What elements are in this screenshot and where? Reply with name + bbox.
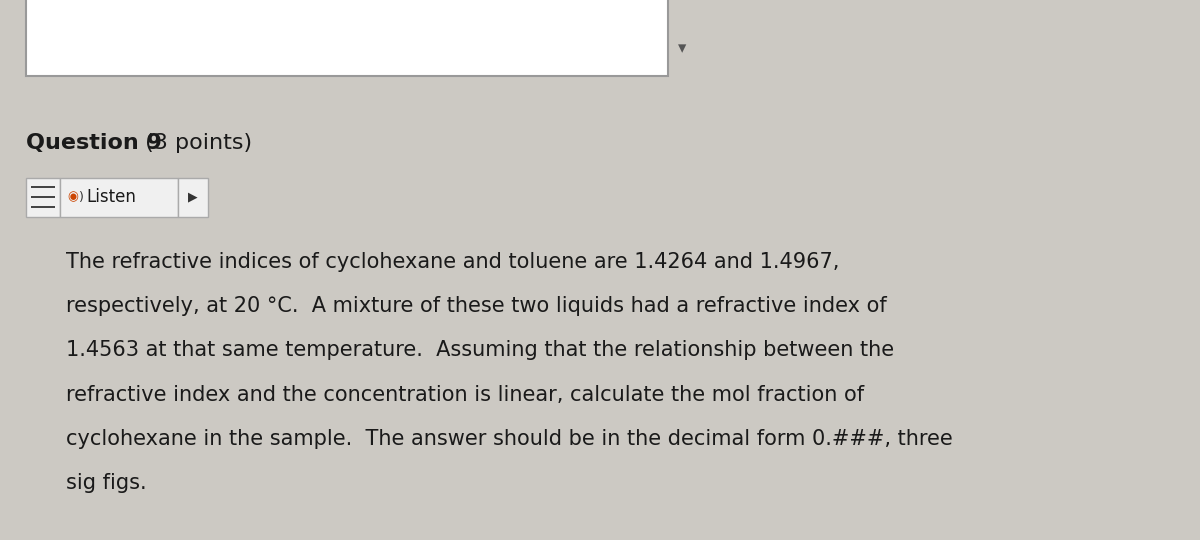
Text: respectively, at 20 °C.  A mixture of these two liquids had a refractive index o: respectively, at 20 °C. A mixture of the… [66,296,887,316]
Bar [178,178,208,217]
Text: Question 9: Question 9 [26,133,162,153]
Text: cyclohexane in the sample.  The answer should be in the decimal form 0.###, thre: cyclohexane in the sample. The answer sh… [66,429,953,449]
Text: ▾: ▾ [678,39,686,58]
Text: ▶: ▶ [187,191,198,204]
Text: The refractive indices of cyclohexane and toluene are 1.4264 and 1.4967,: The refractive indices of cyclohexane an… [66,252,839,272]
FancyBboxPatch shape [26,0,668,76]
Text: ): ) [79,191,84,204]
Bar [60,178,178,217]
Bar [26,178,60,217]
Text: (3 points): (3 points) [138,133,252,153]
Text: sig figs.: sig figs. [66,473,146,494]
Text: refractive index and the concentration is linear, calculate the mol fraction of: refractive index and the concentration i… [66,384,864,405]
Text: 1.4563 at that same temperature.  Assuming that the relationship between the: 1.4563 at that same temperature. Assumin… [66,340,894,361]
Text: Listen: Listen [86,188,137,206]
Text: ◉: ◉ [67,191,78,204]
